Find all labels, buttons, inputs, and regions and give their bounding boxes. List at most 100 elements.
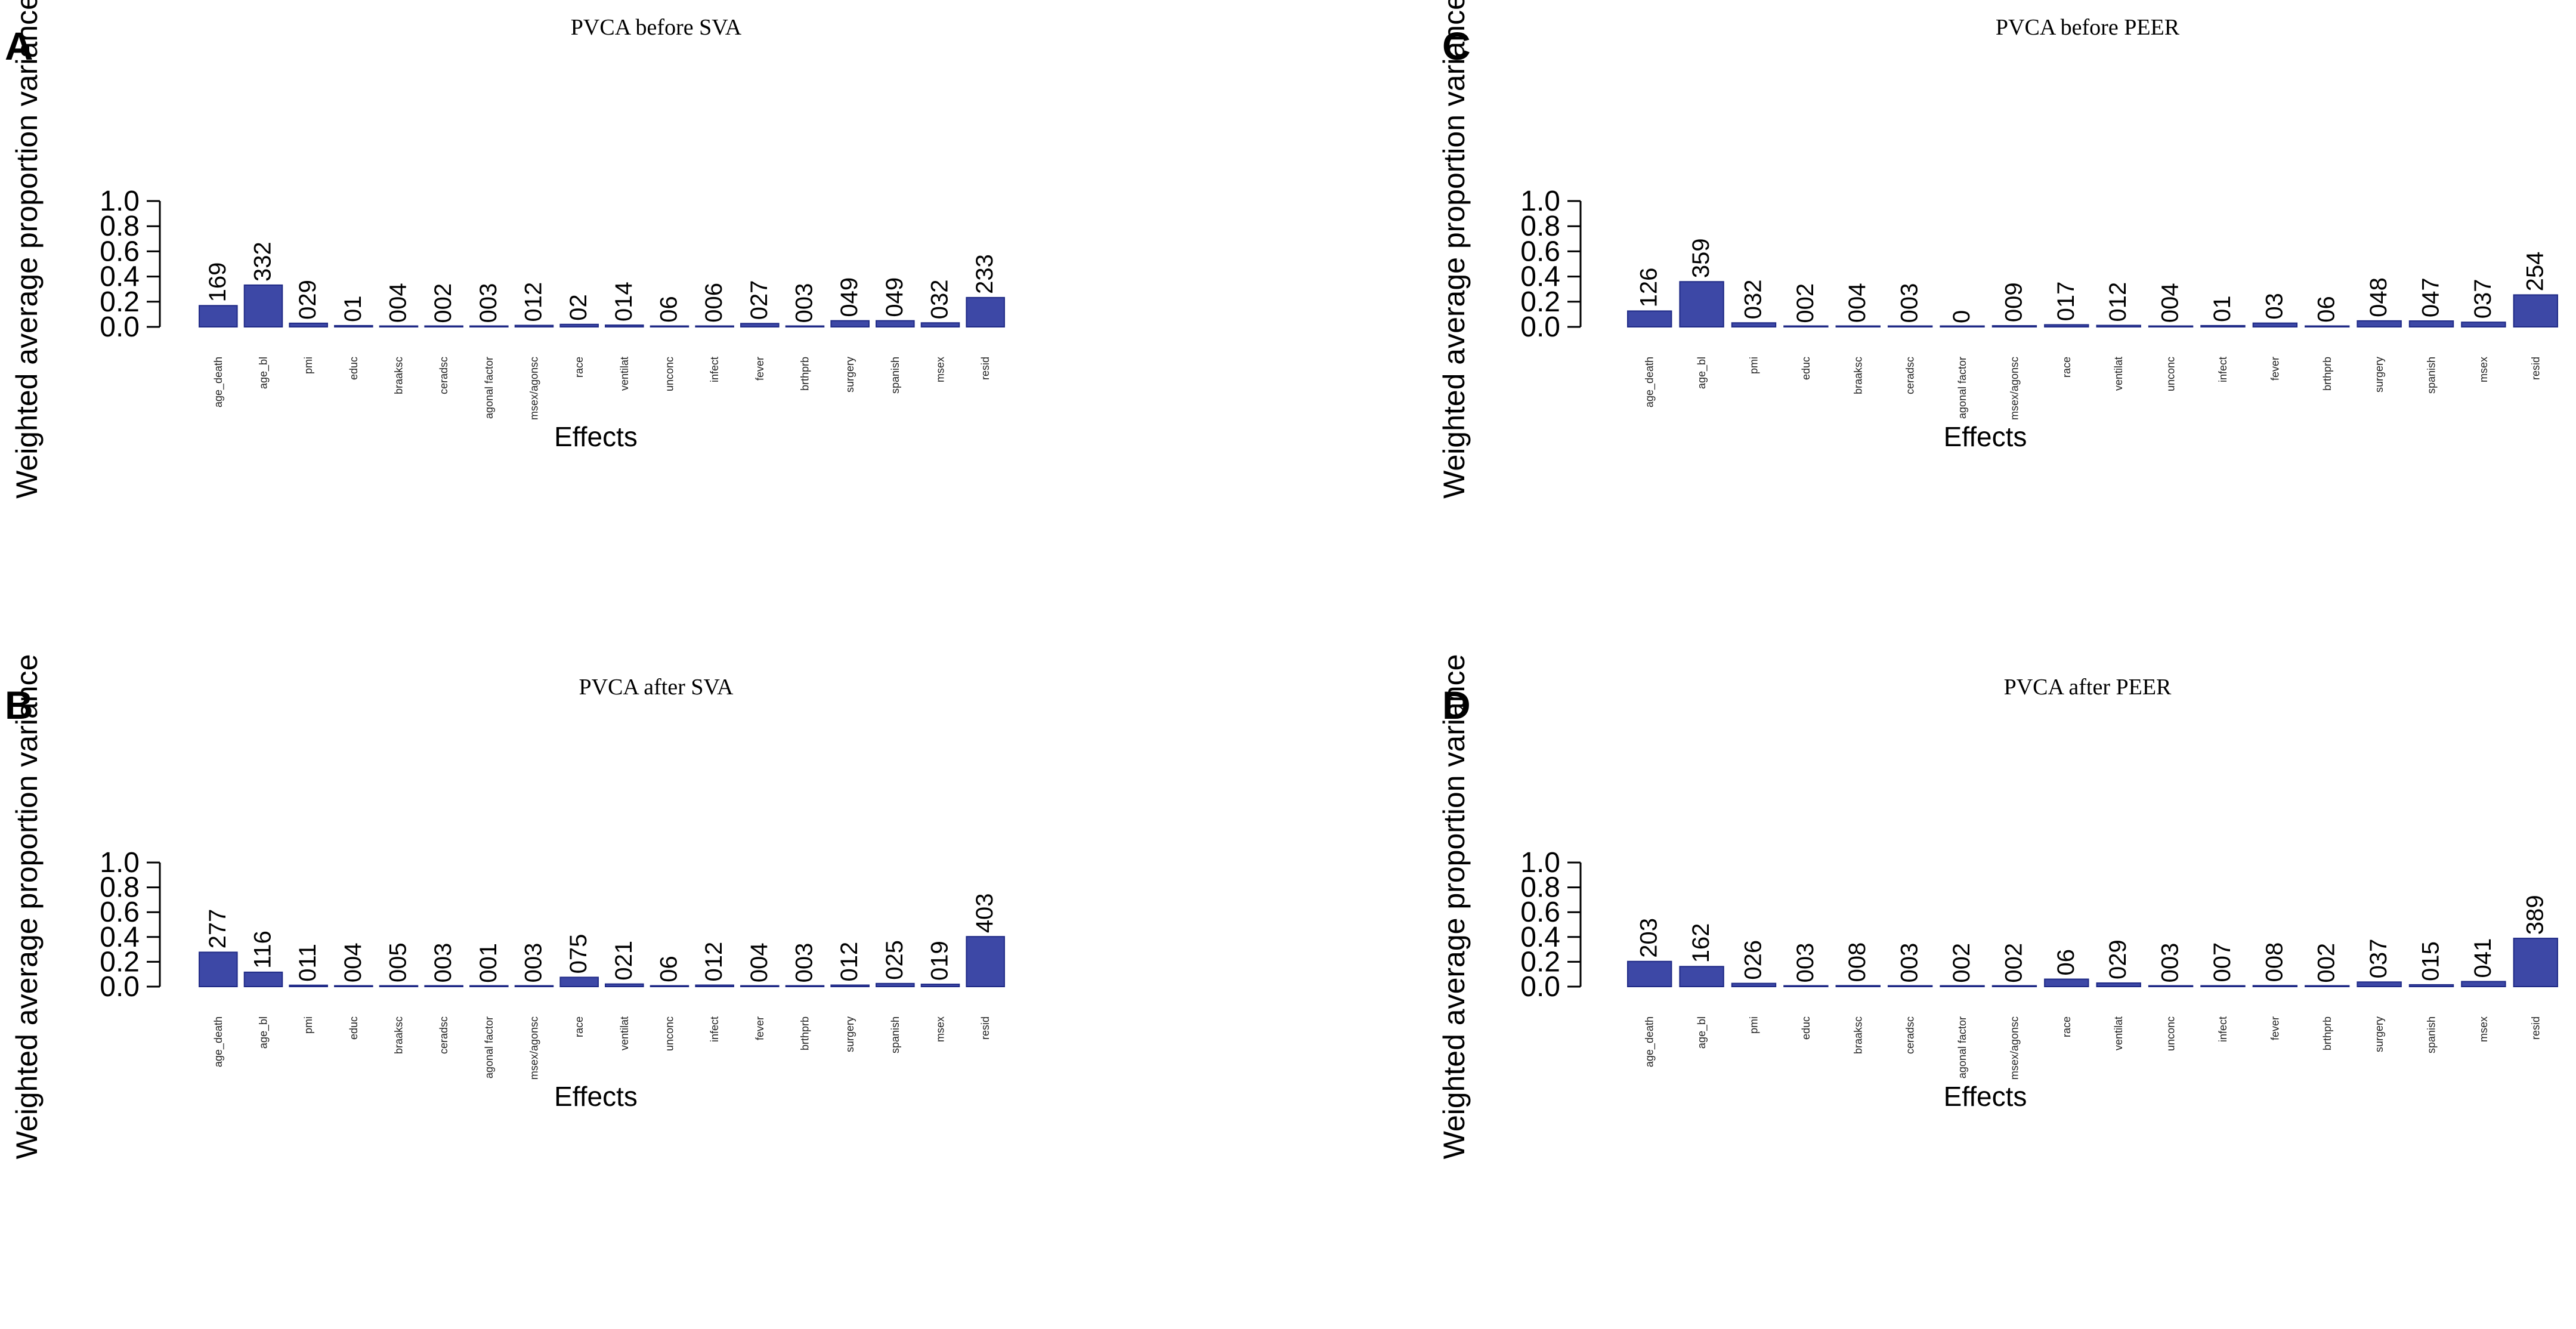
data-label: 017 bbox=[2053, 282, 2079, 322]
data-label: 02 bbox=[565, 294, 592, 321]
data-label: 116 bbox=[250, 931, 276, 969]
chart-panel-b: B PVCA after SVA 0.00.20.40.60.81.0 Weighte… bbox=[5, 654, 1005, 1159]
data-label: 005 bbox=[385, 942, 412, 982]
bar-pmi bbox=[1731, 982, 1777, 988]
data-label: 004 bbox=[746, 942, 772, 982]
x-tick-label: agonal factor bbox=[483, 1016, 495, 1078]
x-tick-label: unconc bbox=[664, 1016, 676, 1051]
y-tick-label: 1.0 bbox=[1520, 847, 1560, 879]
bar-agonal-factor bbox=[469, 985, 509, 987]
x-tick-label: race bbox=[573, 357, 585, 378]
x-axis-title: Effects bbox=[1944, 421, 2027, 452]
data-label: 002 bbox=[430, 283, 456, 323]
y-tick-label: 0.6 bbox=[100, 236, 140, 267]
data-label: 049 bbox=[836, 277, 862, 317]
bar-fever bbox=[2252, 322, 2298, 327]
x-tick-label: infect bbox=[2217, 357, 2229, 382]
chart-title: PVCA after SVA bbox=[579, 675, 734, 700]
x-tick-label: age_death bbox=[212, 357, 225, 407]
data-label: 008 bbox=[2261, 942, 2287, 982]
bar-age-bl bbox=[243, 284, 283, 327]
bar-pmi bbox=[289, 984, 328, 988]
x-tick-label: agonal factor bbox=[483, 357, 495, 419]
data-label: 06 bbox=[656, 956, 682, 982]
data-label: 332 bbox=[250, 242, 276, 282]
bar-ceradsc bbox=[424, 985, 463, 987]
x-tick-label: resid bbox=[2529, 357, 2541, 380]
y-tick-label: 0.6 bbox=[100, 897, 140, 928]
x-tick-label: educ bbox=[1800, 1016, 1812, 1040]
data-label: 004 bbox=[340, 942, 366, 982]
chart-panel-a: A PVCA before SVA 0.00.20.40.60.81.0 Weight… bbox=[5, 0, 1005, 499]
bar-infect bbox=[2200, 985, 2246, 987]
x-tick-label: ventilat bbox=[619, 357, 630, 391]
x-tick-label: age_death bbox=[1644, 357, 1656, 407]
bar-msex-agonsc bbox=[1991, 985, 2037, 987]
bar-ventilat bbox=[605, 324, 644, 328]
x-tick-label: surgery bbox=[844, 1016, 856, 1052]
data-label: 048 bbox=[2365, 277, 2392, 317]
chart-panel-c: C PVCA before PEER 0.00.20.40.60.81.0 Weigh… bbox=[1437, 0, 2559, 499]
bar-unconc bbox=[2148, 325, 2194, 327]
bar-educ bbox=[334, 985, 373, 987]
bar-msex-agonsc bbox=[514, 324, 554, 328]
data-label: 002 bbox=[1949, 943, 1975, 983]
data-label: 011 bbox=[295, 944, 321, 982]
y-tick-label: 0.4 bbox=[100, 922, 140, 953]
y-tick-label: 0.4 bbox=[1520, 261, 1560, 293]
bar-age-bl bbox=[243, 971, 283, 987]
x-tick-label: msex/agonsc bbox=[2008, 1016, 2020, 1080]
data-label: 012 bbox=[2105, 282, 2131, 322]
data-label: 001 bbox=[475, 943, 502, 983]
data-label: 003 bbox=[475, 283, 502, 323]
x-tick-label: pmi bbox=[302, 357, 314, 374]
x-axis-title: Effects bbox=[1944, 1081, 2027, 1112]
data-label: 029 bbox=[295, 280, 321, 320]
bar-msex bbox=[920, 322, 960, 327]
data-label: 029 bbox=[2105, 939, 2131, 979]
data-label: 003 bbox=[1897, 283, 1923, 323]
chart-panel-d: D PVCA after PEER 0.00.20.40.60.81.0 Weight… bbox=[1437, 654, 2559, 1159]
bar-brthprb bbox=[2305, 325, 2350, 327]
bar-resid bbox=[2513, 294, 2559, 328]
x-tick-label: spanish bbox=[2426, 357, 2438, 394]
data-label: 049 bbox=[882, 277, 908, 317]
x-tick-label: age_bl bbox=[258, 1016, 270, 1049]
bar-race bbox=[559, 976, 599, 988]
x-tick-label: ventilat bbox=[2113, 1016, 2124, 1050]
data-label: 203 bbox=[1636, 918, 1662, 958]
y-tick-label: 0.0 bbox=[100, 311, 140, 343]
bar-age-death bbox=[199, 951, 238, 988]
bar-agonal-factor bbox=[1940, 985, 1985, 987]
data-label: 006 bbox=[701, 283, 727, 323]
panel-letter: B bbox=[5, 683, 33, 727]
bar-age-bl bbox=[1679, 966, 1724, 987]
data-label: 041 bbox=[2470, 938, 2496, 978]
x-tick-label: agonal factor bbox=[1956, 1016, 1968, 1078]
data-label: 004 bbox=[385, 283, 412, 323]
x-tick-label: resid bbox=[2529, 1016, 2541, 1040]
data-label: 06 bbox=[2314, 296, 2340, 323]
x-tick-label: surgery bbox=[844, 357, 856, 392]
bar-age-death bbox=[1626, 310, 1672, 328]
x-tick-label: braaksc bbox=[393, 1016, 405, 1054]
bar-ventilat bbox=[2096, 324, 2141, 328]
panel-letter: A bbox=[5, 24, 33, 68]
bar-msex bbox=[2461, 981, 2506, 988]
y-tick-label: 0.0 bbox=[1520, 971, 1560, 1003]
bar-msex-agonsc bbox=[1991, 325, 2037, 328]
data-label: 169 bbox=[205, 262, 231, 302]
x-tick-label: fever bbox=[2269, 357, 2281, 381]
data-label: 126 bbox=[1636, 268, 1662, 308]
data-label: 019 bbox=[927, 941, 953, 981]
bar-ceradsc bbox=[424, 325, 463, 327]
x-tick-label: age_bl bbox=[1696, 357, 1708, 389]
x-tick-label: agonal factor bbox=[1956, 357, 1968, 419]
data-label: 003 bbox=[1897, 943, 1923, 983]
x-tick-label: race bbox=[573, 1016, 585, 1037]
bar-race bbox=[559, 323, 599, 328]
data-label: 002 bbox=[2000, 943, 2027, 983]
y-tick-label: 0.4 bbox=[100, 261, 140, 293]
chart-title: PVCA before PEER bbox=[1996, 15, 2180, 40]
bar-educ bbox=[1783, 325, 1829, 327]
